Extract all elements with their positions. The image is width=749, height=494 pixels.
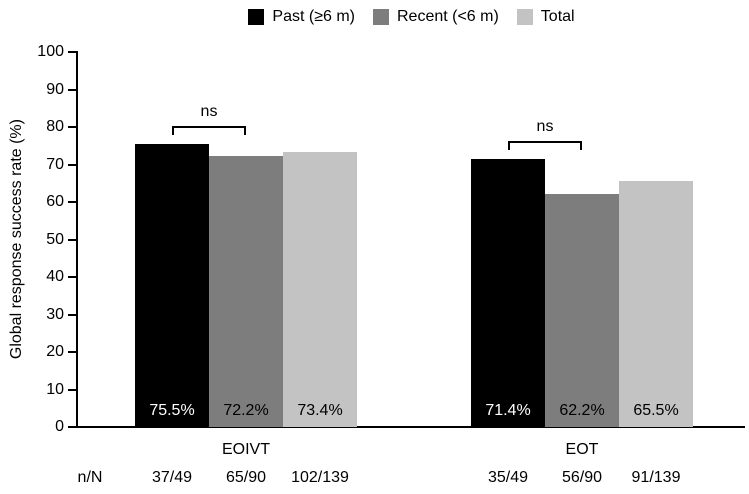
y-tick-label: 50 bbox=[46, 230, 64, 248]
significance-label: ns bbox=[200, 102, 218, 120]
category-label: EOIVT bbox=[221, 441, 270, 458]
bar-value-label: 75.5% bbox=[149, 402, 195, 419]
y-tick bbox=[68, 313, 76, 316]
y-tick bbox=[68, 238, 76, 241]
significance-bracket bbox=[508, 141, 582, 151]
bar-value-label: 62.2% bbox=[559, 402, 605, 419]
x-axis-line bbox=[76, 426, 745, 428]
n-over-n-value: 65/90 bbox=[225, 469, 267, 486]
y-tick bbox=[68, 51, 76, 53]
legend-swatch bbox=[372, 9, 389, 25]
y-tick bbox=[68, 163, 76, 166]
n-over-n-value: 91/139 bbox=[631, 469, 681, 486]
y-tick-label: 90 bbox=[46, 80, 64, 98]
y-tick bbox=[68, 201, 76, 203]
n-over-n-value: 56/90 bbox=[561, 469, 603, 486]
legend-item-label: Past (≥6 m) bbox=[272, 8, 355, 25]
y-tick-label: 0 bbox=[55, 418, 64, 435]
y-tick bbox=[68, 276, 76, 278]
y-tick bbox=[68, 351, 76, 353]
legend-item: Total bbox=[516, 8, 575, 25]
y-tick bbox=[68, 388, 76, 391]
y-tick-label: 30 bbox=[46, 305, 64, 323]
y-tick bbox=[68, 426, 76, 428]
significance-label: ns bbox=[536, 118, 554, 136]
y-tick-label: 20 bbox=[46, 343, 64, 360]
legend-swatch bbox=[248, 9, 265, 25]
legend-item-label: Total bbox=[540, 8, 575, 25]
n-over-n-value: 37/49 bbox=[151, 469, 193, 486]
y-tick-label: 60 bbox=[46, 193, 64, 210]
legend-swatch bbox=[516, 9, 533, 25]
bar-value-label: 73.4% bbox=[297, 402, 343, 419]
bar bbox=[283, 151, 357, 427]
bar-value-label: 71.4% bbox=[485, 402, 531, 419]
legend-item: Recent (<6 m) bbox=[372, 8, 499, 25]
legend-item: Past (≥6 m) bbox=[248, 9, 355, 25]
bar bbox=[135, 143, 209, 427]
n-over-n-value: 102/139 bbox=[291, 469, 349, 486]
significance-bracket bbox=[172, 125, 246, 135]
y-tick-label: 80 bbox=[46, 118, 64, 135]
chart-legend: Past (≥6 m) Recent (<6 m) Total bbox=[78, 4, 745, 30]
n-over-N-row-label: n/N bbox=[77, 469, 103, 486]
category-label: EOT bbox=[565, 441, 599, 458]
y-axis-line bbox=[76, 51, 78, 428]
bar-value-label: 65.5% bbox=[633, 402, 679, 419]
bar bbox=[209, 156, 283, 427]
legend-item-label: Recent (<6 m) bbox=[396, 8, 499, 25]
bar bbox=[471, 159, 545, 427]
y-tick bbox=[68, 126, 76, 128]
y-tick-label: 100 bbox=[37, 43, 64, 60]
bar bbox=[619, 181, 693, 427]
n-over-n-value: 35/49 bbox=[487, 469, 529, 486]
bar-value-label: 72.2% bbox=[223, 402, 269, 419]
y-tick-label: 10 bbox=[46, 380, 64, 398]
y-tick bbox=[68, 88, 76, 91]
y-tick-label: 40 bbox=[46, 268, 64, 285]
bar bbox=[545, 193, 619, 427]
y-tick-label: 70 bbox=[46, 155, 64, 173]
